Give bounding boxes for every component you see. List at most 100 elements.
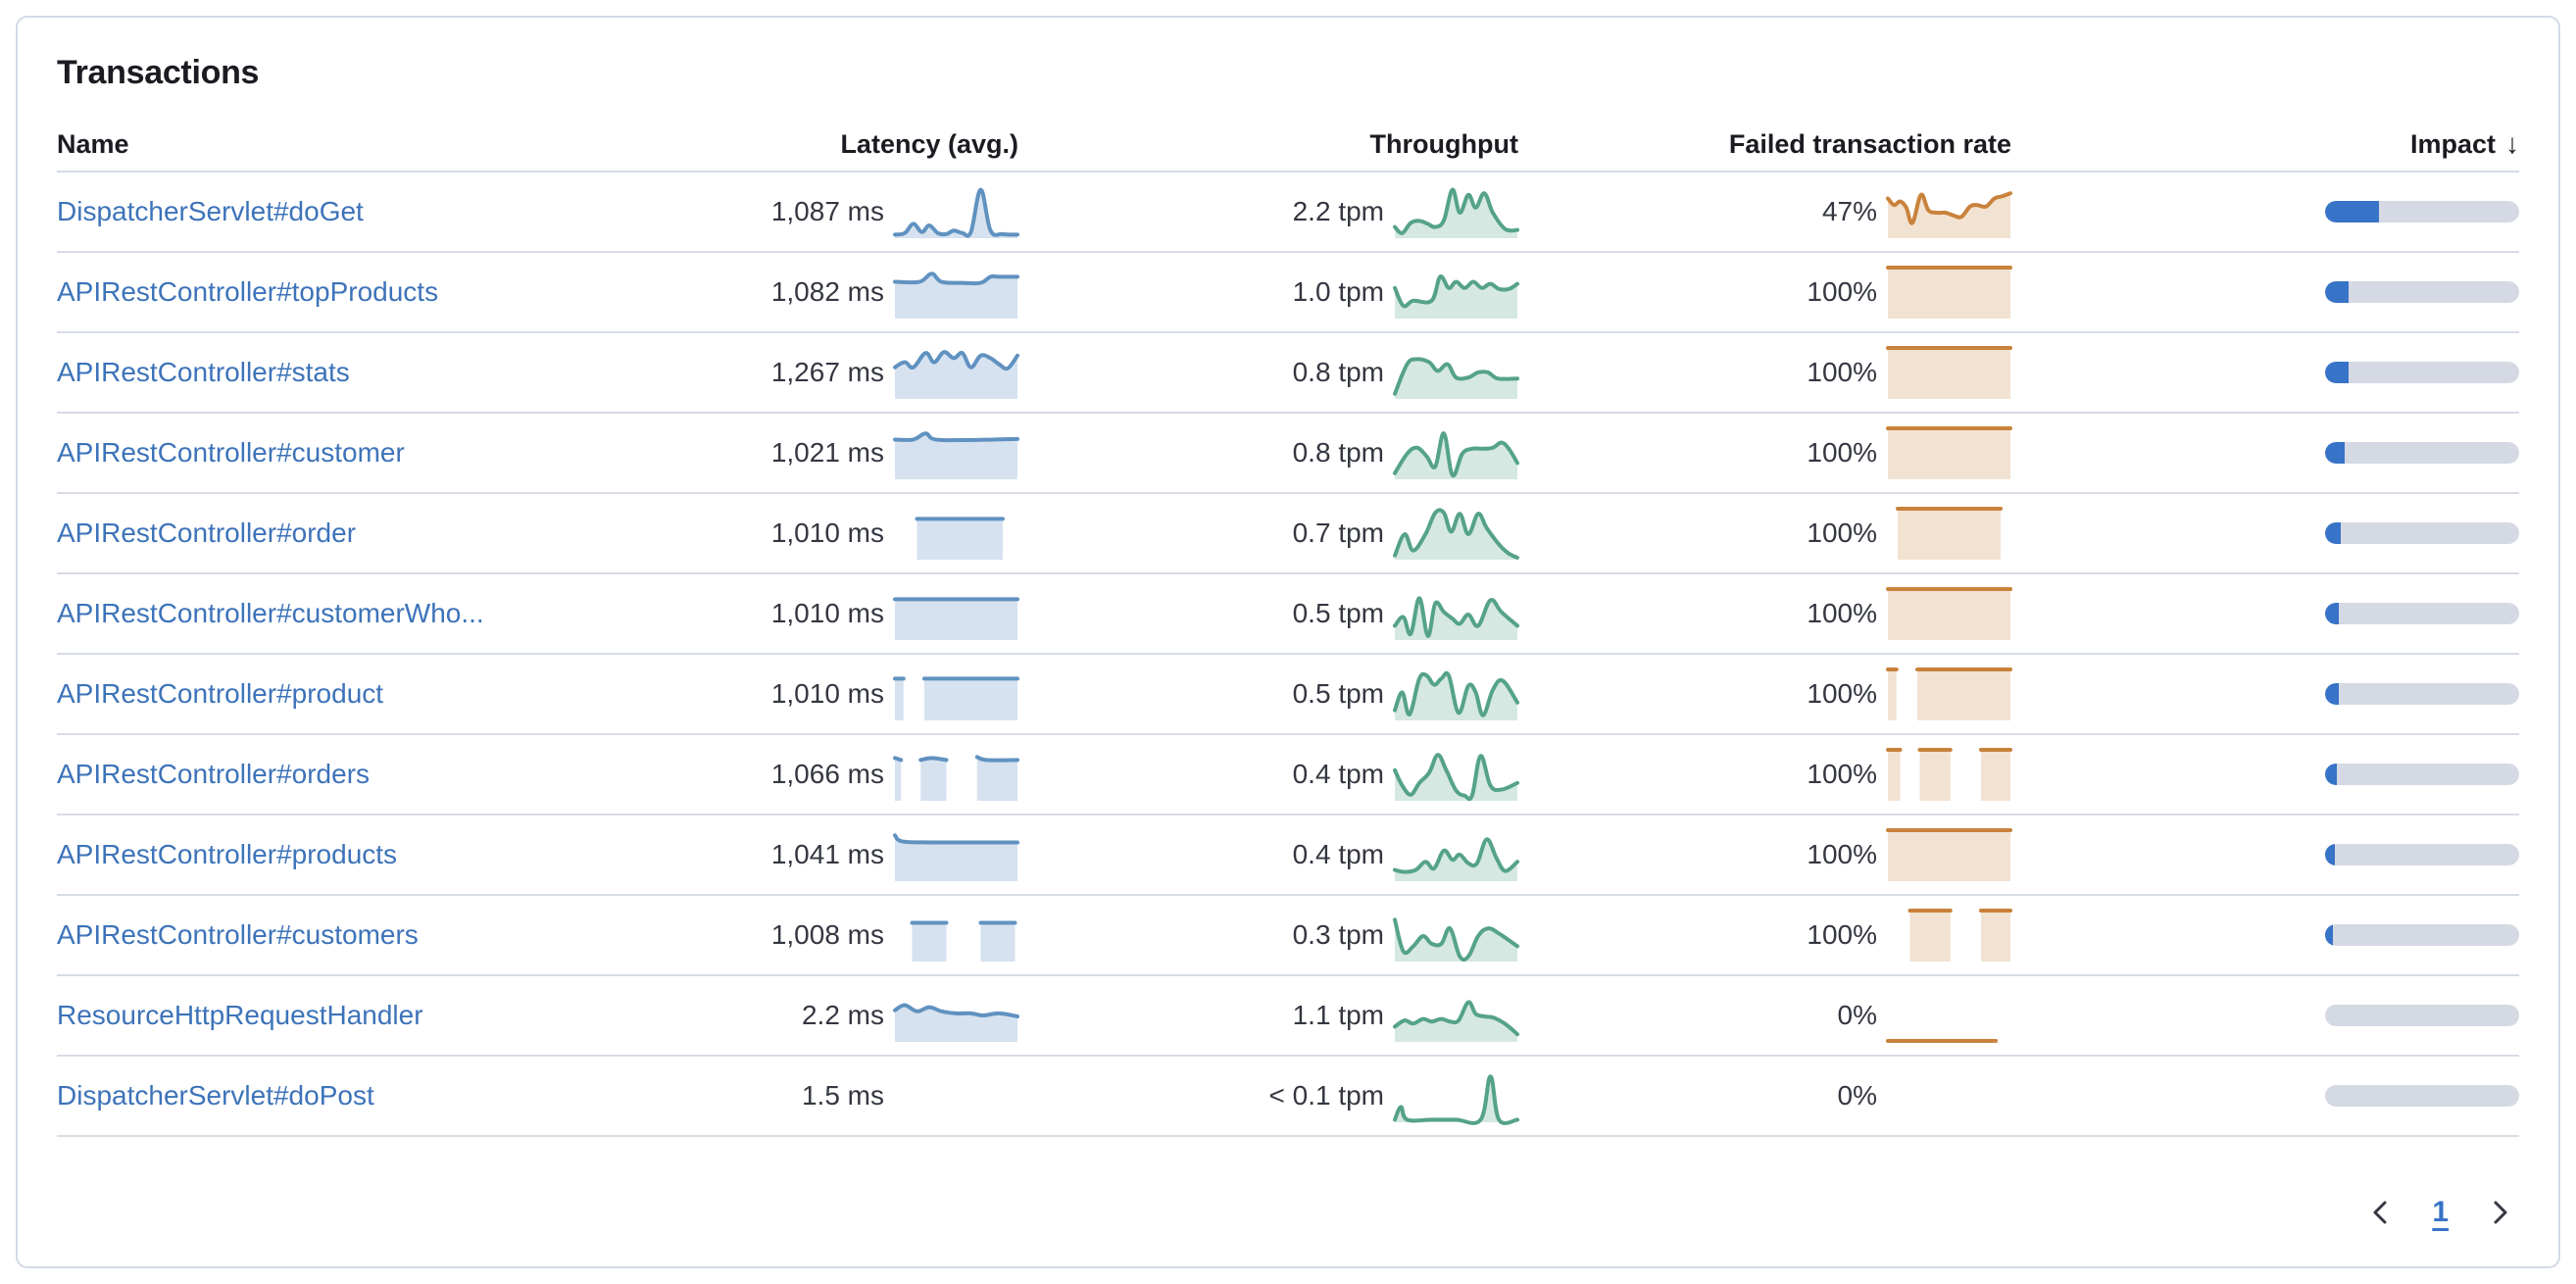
- table-row: APIRestController#stats 1,267 ms 0.8 tpm…: [57, 333, 2519, 414]
- latency-value: 1,066 ms: [770, 759, 884, 789]
- impact-cell: [2325, 1005, 2519, 1026]
- failed-rate-cell: 100%: [1518, 425, 2012, 480]
- name-cell: APIRestController#orders: [57, 759, 626, 790]
- throughput-value: 0.4 tpm: [1292, 759, 1384, 789]
- latency-cell: 1.5 ms: [626, 1068, 1018, 1123]
- name-cell: APIRestController#products: [57, 839, 626, 870]
- column-header-latency[interactable]: Latency (avg.): [840, 128, 1018, 159]
- column-header-impact-label: Impact: [2409, 129, 2496, 159]
- failed-rate-value: 100%: [1807, 919, 1877, 950]
- transaction-link[interactable]: ResourceHttpRequestHandler: [57, 1000, 423, 1030]
- throughput-value: 0.5 tpm: [1292, 598, 1384, 628]
- column-header-throughput[interactable]: Throughput: [1369, 128, 1518, 159]
- throughput-sparkline: [1393, 908, 1519, 963]
- transaction-link[interactable]: DispatcherServlet#doGet: [57, 196, 364, 226]
- throughput-sparkline: [1393, 988, 1519, 1043]
- failed-rate-cell: 100%: [1518, 265, 2012, 320]
- throughput-value: 0.8 tpm: [1292, 437, 1384, 468]
- impact-bar: [2325, 281, 2519, 303]
- table-row: APIRestController#topProducts 1,082 ms 1…: [57, 253, 2519, 333]
- latency-value: 1,008 ms: [770, 919, 884, 950]
- table-row: APIRestController#customers 1,008 ms 0.3…: [57, 896, 2519, 976]
- transactions-card: Transactions Name Latency (avg.) Through…: [16, 16, 2560, 1268]
- column-header-failed-rate[interactable]: Failed transaction rate: [1728, 128, 2011, 159]
- throughput-cell: < 0.1 tpm: [1018, 1068, 1519, 1125]
- throughput-cell: 0.4 tpm: [1018, 747, 1519, 802]
- throughput-value: < 0.1 tpm: [1268, 1080, 1384, 1111]
- table-body: DispatcherServlet#doGet 1,087 ms 2.2 tpm…: [57, 173, 2519, 1137]
- impact-bar-fill: [2325, 764, 2337, 785]
- throughput-value: 0.7 tpm: [1292, 518, 1384, 548]
- transaction-link[interactable]: APIRestController#product: [57, 678, 384, 709]
- impact-bar-fill: [2325, 442, 2345, 464]
- transaction-link[interactable]: APIRestController#orders: [57, 759, 371, 789]
- impact-cell: [2325, 603, 2519, 624]
- failed-rate-value: 100%: [1807, 276, 1877, 307]
- latency-sparkline: [893, 586, 1019, 641]
- previous-page-button[interactable]: [2365, 1197, 2397, 1228]
- name-cell: APIRestController#customerWho...: [57, 598, 626, 629]
- failed-rate-sparkline: [1886, 345, 2012, 400]
- page-number-current[interactable]: 1: [2432, 1196, 2449, 1228]
- failed-rate-value: 100%: [1807, 598, 1877, 628]
- throughput-sparkline: [1393, 265, 1519, 320]
- transaction-link[interactable]: APIRestController#topProducts: [57, 276, 439, 307]
- impact-cell: [2325, 362, 2519, 383]
- failed-rate-cell: 100%: [1518, 747, 2012, 802]
- failed-rate-value: 47%: [1821, 196, 1877, 226]
- latency-sparkline: [893, 827, 1019, 882]
- throughput-sparkline: [1393, 667, 1519, 721]
- next-page-button[interactable]: [2484, 1197, 2515, 1228]
- latency-sparkline: [894, 1068, 1018, 1123]
- transaction-link[interactable]: DispatcherServlet#doPost: [57, 1080, 374, 1111]
- name-cell: DispatcherServlet#doPost: [57, 1080, 626, 1111]
- column-header-impact[interactable]: Impact ↓: [2325, 128, 2519, 160]
- transaction-link[interactable]: APIRestController#stats: [57, 357, 350, 387]
- failed-rate-cell: 100%: [1518, 667, 2012, 721]
- transaction-link[interactable]: APIRestController#customer: [57, 437, 405, 468]
- latency-value: 1,041 ms: [770, 839, 884, 869]
- latency-value: 1,010 ms: [770, 518, 884, 548]
- latency-cell: 1,010 ms: [626, 506, 1018, 561]
- transaction-link[interactable]: APIRestController#order: [57, 518, 357, 548]
- latency-sparkline: [893, 345, 1019, 400]
- latency-sparkline: [893, 425, 1019, 480]
- table-row: APIRestController#customer 1,021 ms 0.8 …: [57, 414, 2519, 494]
- card-title: Transactions: [57, 54, 260, 91]
- failed-rate-value: 100%: [1807, 518, 1877, 548]
- impact-bar: [2325, 1085, 2519, 1107]
- transaction-link[interactable]: APIRestController#customerWho...: [57, 598, 484, 628]
- impact-bar: [2325, 844, 2519, 865]
- impact-cell: [2325, 764, 2519, 785]
- chevron-left-icon: [2373, 1201, 2387, 1224]
- name-cell: DispatcherServlet#doGet: [57, 196, 626, 227]
- throughput-value: 0.4 tpm: [1292, 839, 1384, 869]
- throughput-cell: 0.8 tpm: [1018, 425, 1519, 480]
- failed-rate-value: 0%: [1837, 1080, 1877, 1111]
- failed-rate-cell: 0%: [1518, 1068, 2011, 1123]
- latency-cell: 1,010 ms: [626, 586, 1019, 641]
- latency-value: 2.2 ms: [801, 1000, 884, 1030]
- throughput-value: 0.8 tpm: [1292, 357, 1384, 387]
- latency-value: 1,021 ms: [770, 437, 884, 468]
- impact-cell: [2325, 522, 2519, 544]
- transaction-link[interactable]: APIRestController#customers: [57, 919, 419, 950]
- latency-cell: 1,041 ms: [626, 827, 1019, 882]
- name-cell: APIRestController#stats: [57, 357, 626, 388]
- impact-bar-fill: [2325, 281, 2349, 303]
- impact-bar: [2325, 683, 2519, 705]
- failed-rate-value: 100%: [1807, 437, 1877, 468]
- failed-rate-sparkline: [1887, 908, 2012, 963]
- impact-cell: [2325, 1085, 2519, 1107]
- transaction-link[interactable]: APIRestController#products: [57, 839, 398, 869]
- throughput-cell: 0.4 tpm: [1018, 827, 1519, 882]
- table-row: ResourceHttpRequestHandler 2.2 ms 1.1 tp…: [57, 976, 2519, 1057]
- throughput-sparkline: [1393, 1068, 1519, 1125]
- impact-cell: [2325, 201, 2519, 222]
- table-row: APIRestController#product 1,010 ms 0.5 t…: [57, 655, 2519, 735]
- latency-cell: 1,082 ms: [626, 265, 1019, 320]
- failed-rate-value: 100%: [1807, 839, 1877, 869]
- impact-bar: [2325, 764, 2519, 785]
- column-header-name[interactable]: Name: [57, 128, 129, 159]
- name-cell: ResourceHttpRequestHandler: [57, 1000, 626, 1031]
